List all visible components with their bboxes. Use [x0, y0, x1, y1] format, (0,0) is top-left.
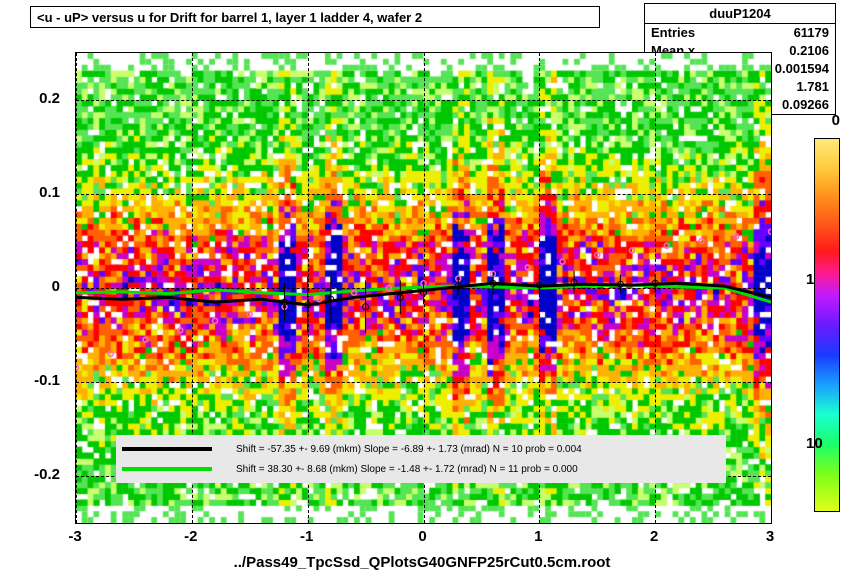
x-tick-label: -3 — [68, 528, 81, 545]
colorbar-top-label: 0 — [832, 112, 840, 129]
legend-row: Shift = -57.35 +- 9.69 (mkm) Slope = -6.… — [122, 439, 720, 459]
y-tick-label: 0.1 — [0, 184, 60, 201]
legend-row: Shift = 38.30 +- 8.68 (mkm) Slope = -1.4… — [122, 459, 720, 479]
legend-text: Shift = 38.30 +- 8.68 (mkm) Slope = -1.4… — [236, 464, 578, 475]
y-tick-label: 0.2 — [0, 90, 60, 107]
x-tick-label: 2 — [650, 528, 658, 545]
y-tick-label: -0.1 — [0, 372, 60, 389]
colorbar-tick-label: 1 — [806, 271, 814, 288]
y-tick-label: -0.2 — [0, 466, 60, 483]
stats-value: 0.09266 — [782, 96, 829, 114]
x-tick-label: 0 — [418, 528, 426, 545]
plot-title-box: <u - uP> versus u for Drift for barrel 1… — [30, 6, 600, 28]
colorbar-tick-label: 10 — [806, 435, 823, 452]
y-tick-label: 0 — [0, 278, 60, 295]
grid-hline — [76, 288, 771, 289]
stats-value: 0.2106 — [789, 42, 829, 60]
stats-row: Entries 61179 — [645, 24, 835, 42]
x-tick-label: -2 — [184, 528, 197, 545]
figure-root: <u - uP> versus u for Drift for barrel 1… — [0, 0, 844, 575]
colorbar — [814, 138, 840, 512]
stats-value: 0.001594 — [775, 60, 829, 78]
x-tick-label: -1 — [300, 528, 313, 545]
x-tick-label: 1 — [534, 528, 542, 545]
source-file-label: ../Pass49_TpcSsd_QPlotsG40GNFP25rCut0.5c… — [0, 554, 844, 571]
stats-value: 61179 — [794, 24, 829, 42]
stats-label: Entries — [651, 24, 695, 42]
stats-value: 1.781 — [796, 78, 829, 96]
x-tick-label: 3 — [766, 528, 774, 545]
legend-text: Shift = -57.35 +- 9.69 (mkm) Slope = -6.… — [236, 444, 582, 455]
grid-hline — [76, 100, 771, 101]
plot-title: <u - uP> versus u for Drift for barrel 1… — [37, 10, 422, 25]
grid-hline — [76, 194, 771, 195]
legend-swatch — [122, 467, 212, 471]
grid-vline — [771, 53, 772, 523]
stats-name: duuP1204 — [645, 4, 835, 24]
plot-area: Shift = -57.35 +- 9.69 (mkm) Slope = -6.… — [75, 52, 772, 524]
fit-legend: Shift = -57.35 +- 9.69 (mkm) Slope = -6.… — [116, 435, 726, 483]
legend-swatch — [122, 447, 212, 451]
grid-hline — [76, 382, 771, 383]
